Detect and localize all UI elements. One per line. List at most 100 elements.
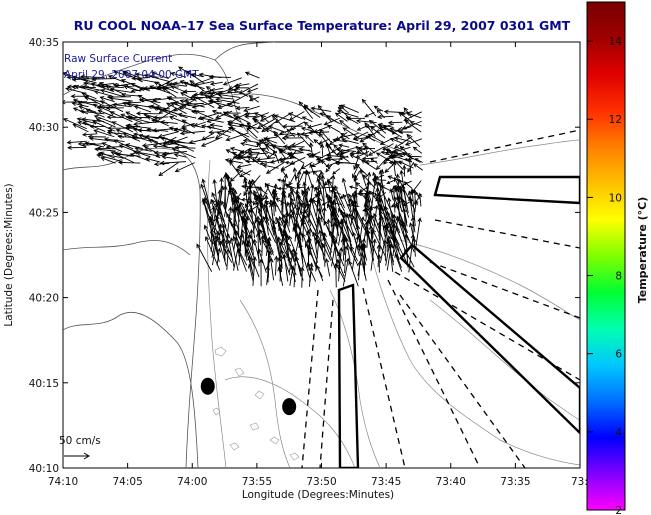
current-arrowhead	[228, 216, 233, 222]
current-arrowhead	[148, 139, 153, 144]
current-arrowhead	[276, 219, 281, 225]
current-arrow	[334, 185, 345, 209]
current-arrowhead	[278, 226, 283, 232]
current-arrowhead	[178, 66, 183, 71]
current-arrow	[100, 89, 125, 98]
current-arrowhead	[322, 236, 327, 241]
current-arrow	[126, 144, 143, 150]
current-arrowhead	[214, 134, 220, 140]
current-arrowhead	[229, 146, 235, 152]
current-arrowhead	[209, 81, 215, 86]
current-arrowhead	[143, 113, 149, 118]
current-arrow	[100, 96, 115, 103]
current-arrowhead	[222, 173, 228, 179]
current-arrow	[347, 204, 360, 207]
current-arrowhead	[352, 173, 357, 179]
current-arrowhead	[401, 207, 407, 213]
current-arrowhead	[299, 209, 304, 215]
current-arrowhead	[109, 87, 115, 93]
current-arrowhead	[316, 264, 321, 270]
current-arrow	[370, 158, 378, 164]
current-arrow	[363, 221, 368, 241]
current-arrow	[217, 200, 228, 232]
current-arrowhead	[77, 120, 83, 126]
current-arrow	[368, 190, 378, 201]
current-arrowhead	[253, 112, 259, 117]
current-arrowhead	[222, 81, 228, 86]
current-arrowhead	[297, 231, 303, 237]
colorbar-label: Temperature (°C)	[636, 197, 649, 304]
current-arrow	[297, 132, 312, 148]
current-arrowhead	[399, 218, 404, 224]
current-arrowhead	[384, 157, 390, 161]
y-tick-label: 40:20	[29, 293, 59, 305]
current-arrowhead	[83, 81, 89, 86]
current-arrow	[100, 100, 124, 113]
x-tick-label: 73:40	[436, 476, 466, 488]
current-arrowhead	[240, 141, 246, 147]
current-arrow	[248, 205, 259, 213]
current-arrowhead	[392, 213, 397, 219]
current-arrowhead	[235, 85, 240, 91]
legend-line-1: Raw Surface Current	[64, 53, 172, 65]
current-arrowhead	[286, 212, 291, 218]
current-arrow	[283, 254, 289, 282]
current-arrowhead	[225, 248, 231, 254]
current-arrow	[304, 134, 314, 144]
current-arrow	[419, 193, 422, 207]
current-arrow	[323, 207, 326, 226]
current-arrow	[301, 131, 314, 136]
current-arrow	[89, 137, 116, 142]
current-arrowhead	[252, 238, 258, 244]
current-arrowhead	[166, 96, 172, 101]
current-arrow	[315, 194, 323, 202]
current-arrowhead	[274, 255, 279, 261]
current-arrow	[342, 194, 353, 217]
current-arrowhead	[367, 133, 373, 138]
current-arrowhead	[226, 212, 231, 218]
current-arrow	[413, 238, 416, 257]
current-arrowhead	[99, 96, 105, 101]
current-arrowhead	[71, 101, 77, 107]
current-arrow	[299, 243, 311, 278]
current-arrowhead	[392, 184, 397, 189]
current-arrow	[365, 230, 379, 259]
current-arrow	[290, 156, 306, 165]
x-tick-label: 73:55	[242, 476, 272, 488]
current-arrowhead	[331, 186, 337, 192]
current-arrowhead	[340, 132, 345, 137]
current-arrow	[264, 201, 279, 207]
current-arrowhead	[105, 85, 111, 90]
current-arrowhead	[399, 187, 405, 193]
current-arrowhead	[79, 109, 85, 114]
current-arrowhead	[67, 145, 72, 150]
current-arrowhead	[280, 249, 285, 255]
current-arrowhead	[113, 70, 119, 75]
current-arrowhead	[383, 109, 389, 114]
current-arrowhead	[129, 153, 135, 158]
current-arrowhead	[262, 163, 268, 168]
current-arrow	[380, 138, 393, 145]
current-arrowhead	[240, 197, 245, 202]
current-arrow	[78, 101, 98, 104]
current-arrowhead	[94, 147, 99, 152]
y-tick-label: 40:10	[29, 463, 59, 475]
current-arrowhead	[259, 117, 265, 122]
current-arrow	[233, 204, 242, 211]
current-arrowhead	[66, 84, 72, 89]
current-arrowhead	[143, 146, 149, 151]
current-arrowhead	[367, 151, 373, 156]
y-axis: 40:35 40:30 40:25 40:20 40:15 40:10	[29, 37, 580, 475]
current-arrowhead	[389, 188, 394, 193]
current-arrowhead	[244, 114, 249, 119]
current-arrowhead	[168, 126, 174, 131]
current-arrow	[233, 236, 247, 272]
current-arrow	[210, 124, 223, 128]
current-arrowhead	[189, 123, 195, 128]
current-arrow	[288, 174, 296, 186]
current-arrowhead	[360, 159, 366, 164]
current-arrowhead	[306, 170, 311, 176]
current-arrow	[390, 189, 394, 200]
current-arrow	[315, 240, 320, 272]
colorbar-ticks: 14 12 10 8 6 4 2	[587, 36, 622, 515]
